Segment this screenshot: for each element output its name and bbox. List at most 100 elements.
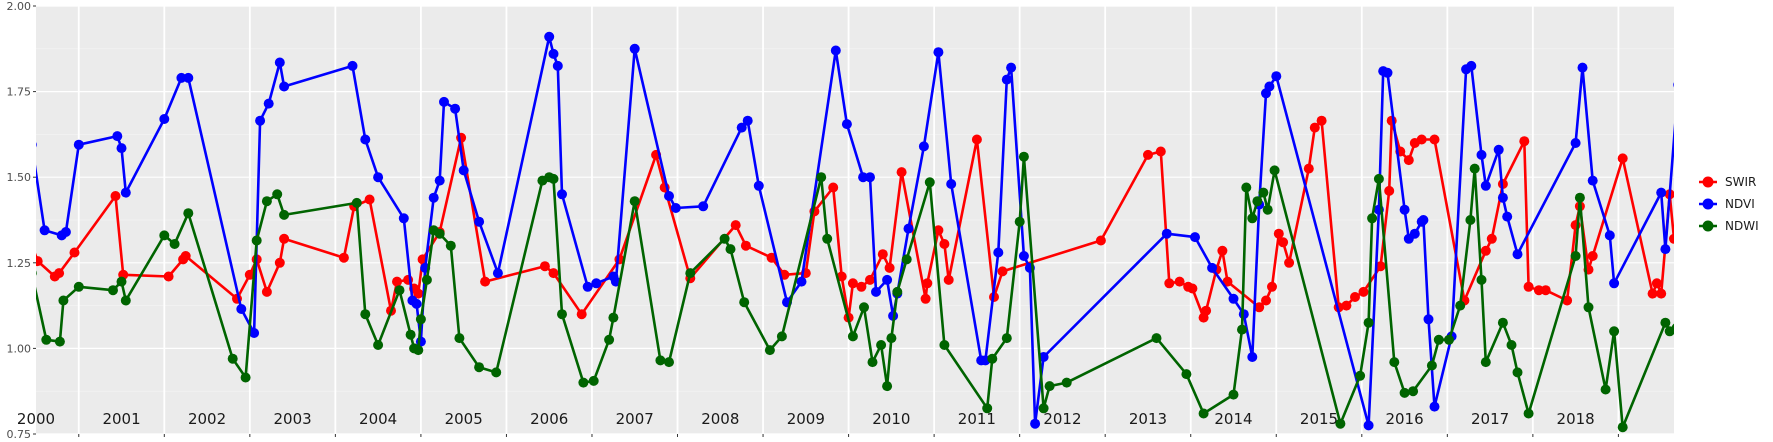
data-point <box>1418 215 1429 225</box>
data-point <box>1497 192 1508 203</box>
data-point <box>373 172 384 183</box>
data-point <box>1399 387 1410 398</box>
data-point <box>1389 357 1400 368</box>
data-point <box>491 367 502 378</box>
data-point <box>1228 293 1239 304</box>
data-point <box>1587 175 1598 186</box>
data-point <box>1660 317 1671 328</box>
data-point <box>1198 408 1209 419</box>
data-point <box>1254 302 1265 313</box>
data-point <box>1486 233 1497 244</box>
data-point <box>655 355 666 366</box>
data-point <box>398 213 409 224</box>
y-axis: 0.75 1.00 1.25 1.50 1.75 2.00 <box>7 0 36 441</box>
series-group <box>5 31 1769 433</box>
data-point <box>1682 177 1692 187</box>
data-point <box>865 172 875 183</box>
data-point <box>39 225 50 236</box>
data-point <box>591 278 602 289</box>
data-point <box>428 192 439 203</box>
year-label: 2006 <box>530 410 568 428</box>
data-point <box>1278 237 1289 248</box>
data-point <box>1669 233 1674 244</box>
data-point <box>1660 244 1671 255</box>
data-point <box>1373 173 1384 184</box>
data-point <box>993 247 1004 258</box>
year-label: 2009 <box>787 410 825 428</box>
data-point <box>183 72 194 83</box>
legend-label: NDWI <box>1725 219 1759 233</box>
data-point <box>163 271 174 282</box>
data-point <box>822 233 833 244</box>
y-tick-label: 0.75 <box>7 428 32 441</box>
data-point <box>1444 334 1454 345</box>
data-point <box>548 268 559 279</box>
data-point <box>865 274 875 285</box>
data-point <box>1303 163 1314 174</box>
data-point <box>1617 422 1628 433</box>
data-point <box>36 142 37 148</box>
data-point <box>183 208 194 219</box>
data-point <box>987 353 998 364</box>
data-point <box>1512 249 1523 260</box>
data-point <box>1583 302 1594 313</box>
data-point <box>1038 403 1049 414</box>
data-point <box>1673 82 1674 88</box>
data-point <box>1262 204 1273 215</box>
data-point <box>474 216 485 227</box>
data-point <box>997 266 1008 277</box>
data-point <box>896 167 907 178</box>
data-point <box>7 198 17 208</box>
data-point <box>557 189 567 200</box>
data-point <box>5 241 15 251</box>
data-point <box>263 98 274 109</box>
data-point <box>1161 228 1172 239</box>
data-point <box>413 345 424 356</box>
data-point <box>1273 228 1284 239</box>
data-point <box>776 331 787 342</box>
data-point <box>1143 149 1153 160</box>
data-point <box>1600 384 1611 395</box>
data-point <box>1617 153 1628 164</box>
data-point <box>1363 317 1374 328</box>
data-point <box>796 276 807 287</box>
data-point <box>272 189 283 200</box>
data-point <box>159 114 170 124</box>
year-label: 2005 <box>445 410 483 428</box>
legend-label: NDVI <box>1725 197 1755 211</box>
data-point <box>901 254 912 265</box>
data-point <box>1261 295 1271 306</box>
data-point <box>1577 62 1588 73</box>
data-point <box>1703 260 1713 270</box>
data-point <box>892 286 903 297</box>
data-point <box>946 179 957 189</box>
data-point <box>1750 290 1760 300</box>
data-point <box>1651 278 1662 289</box>
data-point <box>1502 211 1513 222</box>
data-point <box>1703 417 1713 427</box>
data-point <box>274 57 285 68</box>
data-point <box>14 217 24 227</box>
data-point <box>1316 115 1327 126</box>
data-point <box>971 134 982 145</box>
data-point <box>1426 360 1437 371</box>
data-point <box>1476 149 1487 160</box>
data-point <box>1341 300 1352 311</box>
data-point <box>1759 195 1769 205</box>
data-point <box>816 172 827 183</box>
data-point <box>120 187 131 198</box>
series-swir <box>5 115 1674 323</box>
y-tick-label: 1.00 <box>7 342 32 355</box>
year-label: 2011 <box>958 410 996 428</box>
data-point <box>1678 116 1688 126</box>
data-point <box>60 227 71 237</box>
data-point <box>753 180 764 191</box>
data-point <box>227 353 238 364</box>
data-point <box>1604 230 1615 241</box>
data-point <box>1358 286 1369 297</box>
data-point <box>828 182 839 193</box>
data-point <box>1201 305 1212 316</box>
data-point <box>360 309 371 320</box>
data-point <box>1355 370 1366 381</box>
